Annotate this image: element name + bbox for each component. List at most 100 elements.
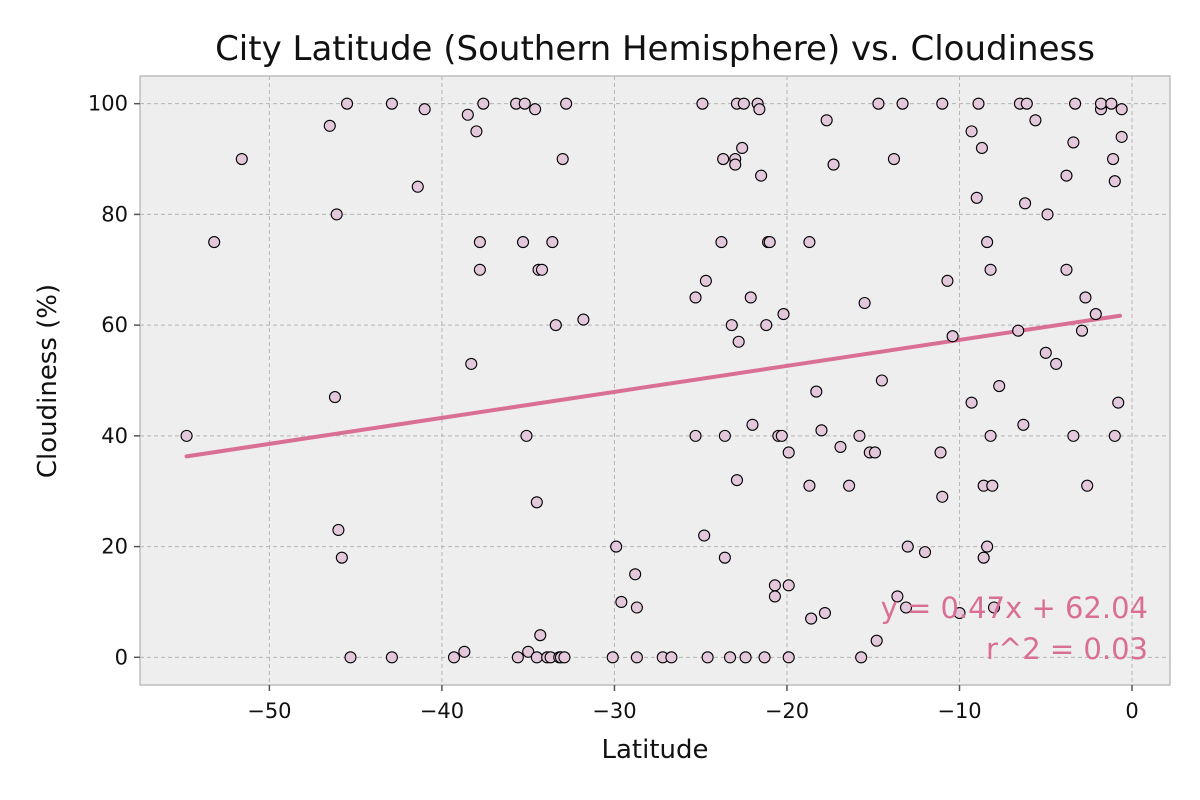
y-tick-label: 20: [101, 535, 128, 559]
data-point: [328, 391, 342, 404]
data-point: [981, 540, 994, 553]
data-point: [715, 236, 728, 249]
data-point: [1081, 479, 1094, 492]
data-point: [1105, 97, 1118, 110]
data-point: [1017, 418, 1030, 431]
data-point: [530, 496, 543, 509]
data-point: [516, 236, 530, 249]
data-point: [744, 291, 757, 304]
data-point: [606, 651, 619, 664]
data-point: [736, 141, 749, 155]
data-point: [858, 296, 871, 310]
data-point: [522, 645, 535, 658]
data-point: [782, 651, 795, 664]
y-tick-label: 100: [88, 92, 128, 116]
data-point: [1115, 130, 1128, 143]
data-point: [975, 141, 988, 155]
data-point: [1115, 103, 1128, 116]
y-tick-label: 0: [115, 645, 128, 669]
data-point: [805, 612, 818, 625]
data-point: [610, 540, 623, 553]
data-point: [689, 291, 702, 304]
data-points: [180, 97, 1128, 664]
data-point: [518, 97, 531, 110]
data-point: [803, 479, 816, 492]
x-tick-label: 0: [1125, 699, 1138, 723]
data-point: [760, 319, 773, 332]
data-point: [1089, 308, 1102, 321]
data-point: [984, 429, 997, 442]
data-point: [549, 319, 562, 332]
data-point: [827, 158, 840, 171]
data-point: [630, 651, 643, 664]
data-point: [946, 330, 959, 343]
data-point: [732, 335, 745, 348]
data-point: [1020, 97, 1033, 110]
data-point: [730, 474, 744, 487]
data-point: [718, 551, 731, 564]
data-point: [891, 590, 904, 603]
data-point: [970, 191, 983, 204]
chart-title: City Latitude (Southern Hemisphere) vs. …: [215, 29, 1095, 69]
x-tick-label: −50: [247, 699, 291, 723]
data-point: [1069, 97, 1082, 110]
data-point: [470, 125, 483, 138]
data-point: [180, 429, 193, 442]
y-axis-label: Cloudiness (%): [33, 284, 63, 478]
data-point: [981, 236, 994, 249]
regression-layer: [184, 313, 1122, 459]
data-point: [385, 651, 398, 664]
data-point: [782, 579, 795, 592]
data-point: [461, 108, 474, 121]
data-point: [1041, 208, 1054, 221]
data-point: [782, 446, 795, 459]
data-point: [323, 119, 336, 132]
data-point: [534, 629, 547, 642]
data-point: [556, 152, 569, 166]
data-point: [777, 308, 790, 321]
data-point: [1075, 324, 1089, 337]
data-point: [853, 429, 866, 442]
y-axis-ticks: 0 20 40 60 80 100: [88, 92, 140, 669]
data-point: [755, 169, 768, 182]
data-point: [936, 490, 949, 503]
data-point: [1029, 114, 1042, 127]
data-point: [941, 274, 954, 287]
data-point: [901, 540, 914, 553]
x-tick-label: −10: [937, 699, 981, 723]
data-point: [977, 551, 990, 564]
data-point: [818, 606, 831, 620]
regression-equation: y = 0.47x + 62.04: [881, 591, 1148, 625]
data-point: [1067, 429, 1080, 442]
data-point: [724, 651, 737, 664]
data-point: [340, 97, 354, 110]
data-point: [698, 529, 711, 542]
data-point: [546, 236, 559, 249]
data-point: [530, 651, 543, 664]
data-point: [385, 97, 398, 110]
data-point: [458, 645, 471, 658]
data-point: [689, 429, 702, 442]
data-point: [753, 103, 766, 116]
data-point: [984, 263, 997, 276]
data-point: [875, 374, 888, 387]
data-point: [665, 651, 678, 664]
x-tick-label: −20: [765, 699, 809, 723]
data-point: [473, 236, 486, 249]
data-point: [1079, 291, 1092, 304]
x-tick-label: −30: [592, 699, 636, 723]
data-point: [768, 579, 781, 592]
data-point: [447, 651, 461, 664]
data-point: [820, 114, 833, 127]
plot-frame: [139, 75, 1171, 686]
data-point: [717, 152, 730, 166]
data-point: [1012, 324, 1025, 337]
data-point: [330, 208, 343, 221]
data-point: [993, 379, 1006, 393]
data-point: [872, 97, 885, 110]
data-point: [987, 601, 1001, 614]
data-point: [936, 97, 949, 110]
data-point: [729, 158, 742, 171]
data-point: [411, 180, 424, 193]
